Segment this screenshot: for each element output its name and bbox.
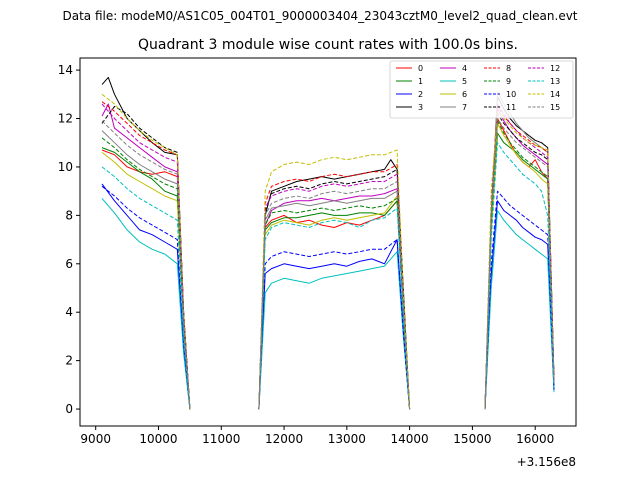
y-tick-label: 12 [58, 112, 73, 126]
series-5-line-2 [484, 210, 555, 410]
series-10-line-0 [101, 185, 191, 410]
x-tick-label: 16000 [516, 432, 554, 446]
series-14 [101, 93, 555, 410]
series-15 [101, 118, 555, 410]
x-tick-label: 9000 [80, 432, 111, 446]
x-tick-label: 10000 [139, 432, 177, 446]
series-10-line-2 [484, 190, 555, 410]
series-12-line-1 [258, 173, 411, 410]
series-5 [101, 198, 555, 410]
series-6-line-1 [258, 195, 411, 410]
legend-label-5: 5 [462, 77, 467, 86]
series-2-line-2 [484, 200, 555, 410]
legend-label-6: 6 [462, 90, 467, 99]
legend-label-10: 10 [506, 90, 516, 99]
series-13 [101, 142, 555, 410]
series-11-line-1 [258, 168, 411, 410]
legend-label-7: 7 [462, 103, 467, 112]
legend-box [389, 60, 574, 119]
x-tick-label: 15000 [453, 432, 491, 446]
x-offset-label: +3.156e8 [517, 455, 576, 469]
series-4-line-2 [484, 108, 555, 410]
x-tick-label: 11000 [202, 432, 240, 446]
y-tick-label: 8 [65, 208, 73, 222]
x-tick-label: 14000 [391, 432, 429, 446]
series-15-line-2 [484, 118, 555, 410]
series-7-line-1 [258, 190, 411, 410]
x-tick-label: 13000 [328, 432, 366, 446]
y-tick-label: 10 [58, 160, 73, 174]
series-13-line-2 [484, 142, 555, 410]
series-2-line-1 [258, 239, 411, 410]
legend-label-8: 8 [506, 64, 511, 73]
series-14-line-0 [101, 93, 191, 410]
y-tick-label: 0 [65, 402, 73, 416]
x-tick-label: 12000 [265, 432, 303, 446]
y-tick-label: 14 [58, 63, 73, 77]
y-axis: 0 2 4 6 8 10 12 14 [58, 63, 80, 416]
y-tick-label: 6 [65, 257, 73, 271]
figure-suptitle: Data file: modeM0/AS1C05_004T01_90000034… [62, 9, 577, 23]
y-tick-label: 4 [65, 305, 73, 319]
legend-label-0: 0 [418, 64, 423, 73]
legend-label-1: 1 [418, 77, 423, 86]
legend-label-9: 9 [506, 77, 511, 86]
series-10-line-1 [258, 239, 411, 410]
series-5-line-1 [258, 251, 411, 410]
series-9-line-1 [258, 197, 411, 410]
series-8-line-1 [258, 164, 411, 410]
series-8-line-2 [484, 105, 555, 410]
chart-title: Quadrant 3 module wise count rates with … [138, 37, 518, 53]
series-15-line-1 [258, 181, 411, 410]
series-layer [101, 76, 555, 410]
y-tick-label: 2 [65, 354, 73, 368]
axes-background [80, 58, 576, 426]
plot-area: 9000 10000 11000 12000 13000 14000 15000 16000 … [58, 57, 577, 469]
legend-label-11: 11 [506, 103, 516, 112]
series-13-line-1 [258, 207, 411, 410]
axes-frame [79, 57, 577, 427]
legend-label-12: 12 [550, 64, 560, 73]
legend-label-15: 15 [550, 103, 560, 112]
legend-label-4: 4 [462, 64, 467, 73]
legend-label-14: 14 [550, 90, 560, 99]
x-axis: 9000 10000 11000 12000 13000 14000 15000 16000 [80, 426, 554, 446]
series-14-line-1 [258, 149, 411, 410]
series-13-line-0 [101, 166, 191, 410]
legend-label-3: 3 [418, 103, 423, 112]
series-1-line-1 [258, 200, 411, 410]
series-14-line-2 [484, 110, 555, 410]
series-10 [101, 185, 555, 410]
legend-label-13: 13 [550, 77, 560, 86]
legend-label-2: 2 [418, 90, 423, 99]
series-3-line-1 [258, 159, 411, 410]
series-5-line-0 [101, 198, 191, 410]
